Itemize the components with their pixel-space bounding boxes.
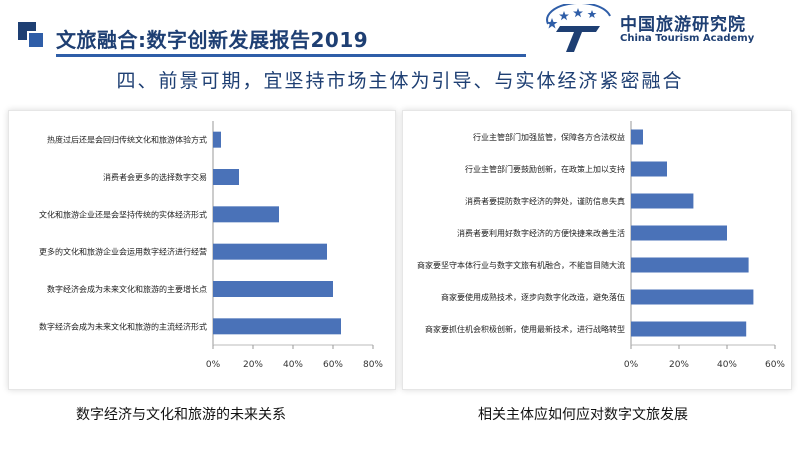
x-tick-label: 20%: [669, 360, 689, 370]
category-label: 消费者会更多的选择数字交易: [103, 172, 207, 182]
academy-logo: 中国旅游研究院 China Tourism Academy: [538, 2, 790, 54]
x-tick-label: 20%: [243, 360, 263, 370]
category-label: 商家要坚守本体行业与数字文旅有机融合，不能盲目随大流: [417, 260, 625, 270]
bar: [631, 289, 754, 305]
category-label: 数字经济会成为未来文化和旅游的主要增长点: [47, 284, 207, 294]
bar: [213, 206, 279, 223]
bar: [213, 243, 327, 260]
bar: [631, 161, 667, 177]
chart-caption-right: 相关主体应如何应对数字文旅发展: [478, 407, 688, 423]
bar: [631, 225, 727, 241]
logo-mark-icon: [546, 2, 611, 52]
x-tick-label: 0%: [624, 360, 639, 370]
category-label: 文化和旅游企业还是会坚持传统的实体经济形式: [39, 209, 207, 219]
category-label: 行业主管部门加强监管，保障各方合法权益: [473, 132, 625, 142]
bar: [213, 169, 239, 185]
decor-square-light: [27, 31, 45, 49]
slide-header: 文旅融合:数字创新发展报告2019 中国旅游研究院 China Tourism …: [0, 0, 800, 60]
category-label: 数字经济会成为未来文化和旅游的主流经济形式: [39, 321, 207, 331]
category-label: 商家要使用成熟技术，逐步向数字化改造，避免落伍: [441, 292, 625, 302]
category-label: 热度过后还是会回归传统文化和旅游体验方式: [47, 135, 207, 145]
category-label: 消费者要提防数字经济的弊处，谨防信息失真: [465, 196, 625, 206]
x-tick-label: 80%: [363, 360, 383, 370]
chart-caption-left: 数字经济与文化和旅游的未来关系: [76, 407, 286, 423]
bar: [213, 131, 221, 148]
category-label: 行业主管部门要鼓励创新，在政策上加以支持: [465, 164, 625, 174]
logo-name-cn: 中国旅游研究院: [620, 15, 746, 35]
bar: [631, 321, 747, 337]
x-tick-label: 0%: [206, 360, 221, 370]
category-label: 消费者要利用好数字经济的方便快捷来改善生活: [457, 228, 625, 238]
x-tick-label: 60%: [765, 360, 785, 370]
bar-chart-future-relation: 0% 20% 40% 60% 80% 热度过后还是会回归传统文化和旅游体验方式消费者会更多…: [39, 121, 383, 370]
x-tick-label: 40%: [717, 360, 737, 370]
bar: [631, 193, 694, 209]
slide-title: 文旅融合:数字创新发展报告2019: [56, 28, 369, 52]
slide-subtitle: 四、前景可期，宜坚持市场主体为引导、与实体经济紧密融合: [116, 70, 684, 92]
bar: [631, 129, 643, 145]
bar: [631, 257, 749, 273]
category-label: 商家要抓住机会积极创新，使用最新技术，进行战略转型: [425, 324, 625, 334]
x-tick-label: 60%: [323, 360, 343, 370]
bar: [213, 318, 341, 335]
x-tick-label: 40%: [283, 360, 303, 370]
logo-name-en: China Tourism Academy: [620, 33, 755, 44]
chart-panel-left: 0% 20% 40% 60% 80% 热度过后还是会回归传统文化和旅游体验方式消费者会更多…: [8, 110, 396, 390]
title-underline: [56, 54, 526, 57]
chart-panel-right: 0% 20% 40% 60% 行业主管部门加强监管，保障各方合法权益行业主管部门要鼓励创…: [402, 110, 792, 390]
bar-chart-responses: 0% 20% 40% 60% 行业主管部门加强监管，保障各方合法权益行业主管部门要鼓励创…: [417, 121, 785, 370]
category-label: 更多的文化和旅游企业会运用数字经济进行经营: [39, 247, 207, 257]
bar: [213, 281, 333, 297]
